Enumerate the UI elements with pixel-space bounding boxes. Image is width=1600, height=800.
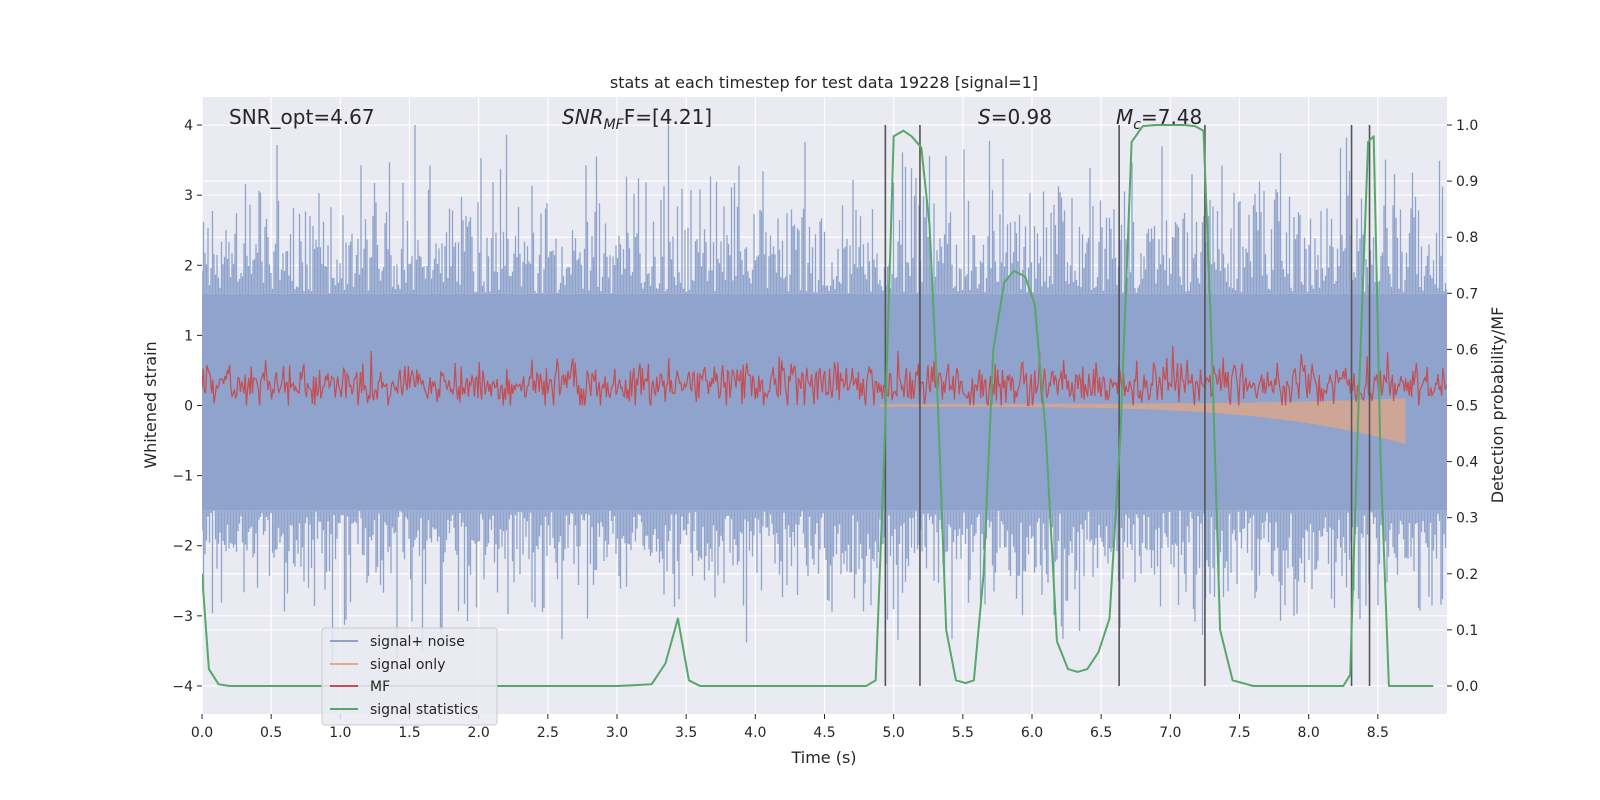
legend: signal+ noise signal only MF signal stat… [321, 627, 498, 726]
x-tick-label: 0.5 [260, 725, 282, 741]
x-tick-label: 6.0 [1021, 725, 1043, 741]
x-tick-label: 8.0 [1298, 725, 1320, 741]
x-tick-label: 5.5 [952, 725, 974, 741]
x-tick-label: 2.5 [537, 725, 559, 741]
legend-box [321, 627, 498, 726]
y-right-tick-label: 0.6 [1456, 342, 1478, 358]
mf-series [202, 345, 1447, 407]
signal-only-envelope [879, 398, 1406, 445]
y-left-tick-label: 0 [184, 399, 193, 415]
annotation-snr-opt: SNR_opt=4.67 [229, 105, 375, 129]
x-tick-label: 3.0 [606, 725, 628, 741]
y-left-tick-label: 3 [184, 188, 193, 204]
y-right-tick-label: 0.2 [1456, 567, 1478, 583]
x-tick-label: 4.0 [744, 725, 766, 741]
signal-only-series [879, 398, 1406, 445]
legend-label-mf: MF [370, 679, 390, 695]
chart-title: stats at each timestep for test data 192… [610, 73, 1038, 92]
signal-statistics-series [202, 124, 1434, 687]
y-right-tick-label: 0.3 [1456, 511, 1478, 527]
y-left-axis-ticks: 4 3 2 1 0 −1 −2 −3 −4 [172, 118, 202, 695]
y-right-axis-ticks: 1.0 0.9 0.8 0.7 0.6 0.5 0.4 0.3 0.2 0.1 0.0 [1447, 118, 1478, 695]
y-left-tick-label: −2 [172, 539, 193, 555]
y-left-tick-label: 2 [184, 258, 193, 274]
y-right-tick-label: 0.1 [1456, 623, 1478, 639]
legend-label-signal-only: signal only [370, 657, 445, 673]
annotation-snr-mf: SNRMFF=[4.21] [562, 105, 712, 133]
y-axis-right-label: Detection probability/MF [1488, 307, 1507, 504]
y-right-tick-label: 0.5 [1456, 399, 1478, 415]
y-right-tick-label: 0.8 [1456, 230, 1478, 246]
mf-trace [202, 345, 1447, 407]
y-right-tick-label: 0.7 [1456, 286, 1478, 302]
x-tick-label: 1.0 [329, 725, 351, 741]
x-tick-label: 2.0 [468, 725, 490, 741]
x-tick-label: 6.5 [1090, 725, 1112, 741]
annotation-s: S=0.98 [978, 105, 1052, 129]
vertical-markers [884, 125, 1371, 686]
y-left-tick-label: 1 [184, 328, 193, 344]
x-tick-label: 7.5 [1228, 725, 1250, 741]
legend-label-noise: signal+ noise [370, 634, 465, 650]
y-right-tick-label: 0.0 [1456, 679, 1478, 695]
y-left-tick-label: −4 [172, 679, 193, 695]
signal-statistics-line [202, 124, 1434, 687]
x-tick-label: 7.0 [1159, 725, 1181, 741]
x-tick-label: 5.0 [883, 725, 905, 741]
y-left-tick-label: 4 [184, 118, 193, 134]
noise-spikes-down [202, 510, 1447, 669]
noise-spikes-up [202, 125, 1447, 294]
annotation-mc: Mc=7.48 [1116, 105, 1202, 133]
x-tick-label: 4.5 [813, 725, 835, 741]
y-axis-left-label: Whitened strain [141, 341, 160, 468]
x-tick-label: 8.5 [1367, 725, 1389, 741]
x-tick-label: 0.0 [191, 725, 213, 741]
y-right-tick-label: 0.9 [1456, 174, 1478, 190]
y-right-tick-label: 0.4 [1456, 455, 1478, 471]
x-axis-ticks: 0.0 0.5 1.0 1.5 2.0 2.5 3.0 3.5 4.0 4.5 5.0 5.5 6.0 6… [191, 714, 1389, 741]
y-left-tick-label: −1 [172, 469, 193, 485]
x-tick-label: 3.5 [675, 725, 697, 741]
y-right-tick-label: 1.0 [1456, 118, 1478, 134]
y-left-tick-label: −3 [172, 609, 193, 625]
legend-label-stat: signal statistics [370, 702, 478, 718]
x-tick-label: 1.5 [398, 725, 420, 741]
x-axis-label: Time (s) [790, 748, 856, 767]
